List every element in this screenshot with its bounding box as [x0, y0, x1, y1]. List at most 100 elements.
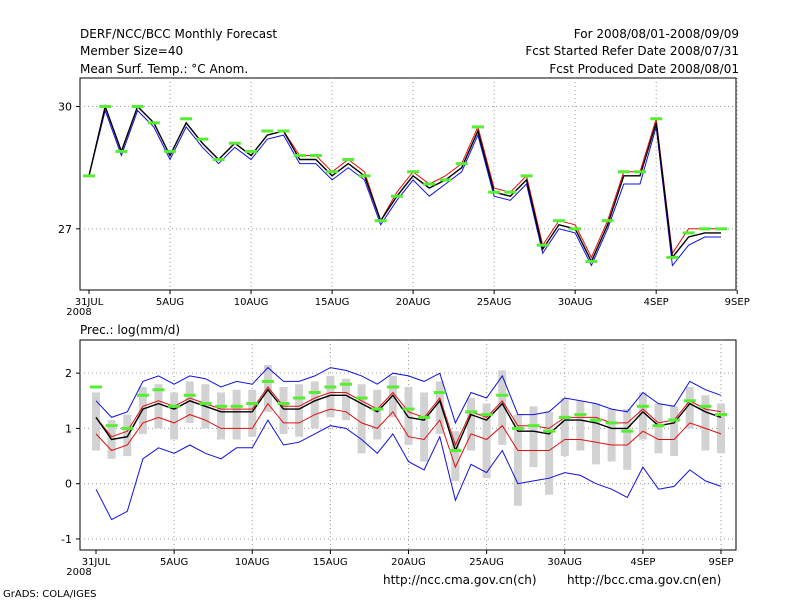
forecast-period: For 2008/08/01-2008/09/09 [573, 27, 739, 41]
observed-marker [168, 404, 181, 408]
spread-bar [638, 392, 647, 440]
spread-bar [420, 392, 429, 462]
observed-marker [340, 382, 352, 386]
observed-marker [449, 449, 462, 453]
observed-marker [666, 255, 679, 259]
x-tick-label: 10AUG [235, 557, 270, 568]
temp-mean-line [88, 104, 721, 264]
spread-bar [373, 389, 382, 440]
observed-marker [698, 227, 711, 231]
x-tick-label: 31JUL [82, 557, 111, 568]
y-tick-label: 27 [58, 223, 72, 236]
y-tick-label: 0 [65, 478, 72, 491]
spread-bar [357, 384, 366, 454]
url-ch-link[interactable]: http://ncc.cma.gov.cn(ch) [383, 573, 537, 587]
spread-bar [654, 403, 663, 454]
observed-marker [558, 415, 571, 419]
x-tick-label: 9SEP [708, 557, 733, 568]
x-tick-label: 25AUG [477, 297, 512, 308]
observed-marker [83, 174, 95, 178]
spread-bar [576, 400, 585, 451]
spread-bar [560, 398, 569, 457]
x-tick-label: 15AUG [315, 297, 350, 308]
x-year-label: 2008 [66, 307, 91, 318]
observed-marker [504, 190, 517, 194]
spread-bar [529, 406, 538, 468]
observed-marker [715, 413, 727, 417]
observed-marker [423, 182, 436, 186]
observed-marker [511, 426, 524, 430]
observed-marker [683, 399, 696, 403]
precipitation-chart: 31JUL 5AUG 10AUG 15AUG 20AUG 25AUG 30AUG 4SEP 9S… [61, 339, 737, 578]
x-tick-label: 20AUG [396, 297, 431, 308]
spread-bar [513, 414, 522, 506]
url-en-link[interactable]: http://bcc.cma.gov.cn(en) [567, 573, 722, 587]
observed-marker [601, 219, 614, 223]
observed-marker [402, 407, 415, 411]
spread-bar [185, 381, 194, 423]
x-tick-label: 5AUG [160, 557, 188, 568]
prec-red-lower-line [95, 402, 722, 469]
observed-marker [621, 429, 634, 433]
observed-marker [147, 121, 160, 125]
observed-marker [199, 402, 212, 406]
observed-marker [246, 402, 259, 406]
observed-marker [293, 396, 306, 400]
observed-marker [309, 153, 322, 157]
observed-marker [390, 194, 403, 198]
observed-marker [488, 190, 501, 194]
x-tick-label: 5AUG [156, 297, 184, 308]
observed-marker [99, 105, 112, 109]
observed-marker [358, 174, 371, 178]
spread-bar [467, 398, 475, 451]
observed-marker [633, 170, 646, 174]
spread-bar [310, 381, 319, 429]
observed-marker [277, 129, 290, 133]
y-tick-label: 2 [65, 367, 72, 380]
observed-marker [407, 170, 420, 174]
observed-marker [543, 429, 556, 433]
observed-marker [585, 259, 598, 263]
observed-marker [569, 227, 582, 231]
observed-marker [105, 424, 118, 428]
observed-marker [682, 231, 695, 235]
spread-bar [263, 364, 272, 412]
x-tick-label: 4SEP [630, 557, 655, 568]
observed-marker [617, 170, 630, 174]
refer-date: Fcst Started Refer Date 2008/07/31 [525, 44, 739, 58]
spread-bar [123, 414, 132, 457]
observed-marker [636, 404, 649, 408]
x-tick-label: 9SEP [725, 297, 750, 308]
prec-panel-title: Prec.: log(mm/d) [80, 323, 181, 337]
spread-bar [388, 375, 397, 418]
observed-marker [605, 421, 618, 425]
x-tick-label: 25AUG [469, 557, 504, 568]
observed-marker [230, 404, 243, 408]
spread-bar [217, 392, 225, 440]
observed-marker [439, 178, 452, 182]
observed-marker [152, 388, 165, 392]
temperature-chart: 31JUL 5AUG 10AUG 15AUG 20AUG 25AUG 30AUG 4SEP 9S… [58, 77, 750, 318]
observed-marker [212, 158, 225, 162]
observed-marker [433, 391, 446, 394]
observed-marker [574, 413, 587, 417]
produced-date: Fcst Produced Date 2008/08/01 [549, 62, 739, 76]
observed-marker [261, 379, 274, 383]
spread-bar [685, 386, 694, 429]
spread-bar [92, 392, 100, 451]
observed-marker [496, 393, 509, 397]
x-tick-label: 4SEP [644, 297, 669, 308]
spread-bar [404, 386, 413, 445]
spread-bar [623, 409, 632, 470]
member-size: Member Size=40 [80, 44, 184, 58]
y-tick-label: 30 [58, 101, 72, 114]
observed-marker [115, 149, 128, 153]
spread-bar [592, 403, 600, 465]
observed-marker [715, 227, 727, 231]
observed-marker [261, 129, 274, 133]
x-tick-label: 30AUG [558, 297, 593, 308]
observed-marker [324, 385, 337, 389]
observed-marker [650, 117, 663, 121]
observed-marker [552, 219, 565, 223]
